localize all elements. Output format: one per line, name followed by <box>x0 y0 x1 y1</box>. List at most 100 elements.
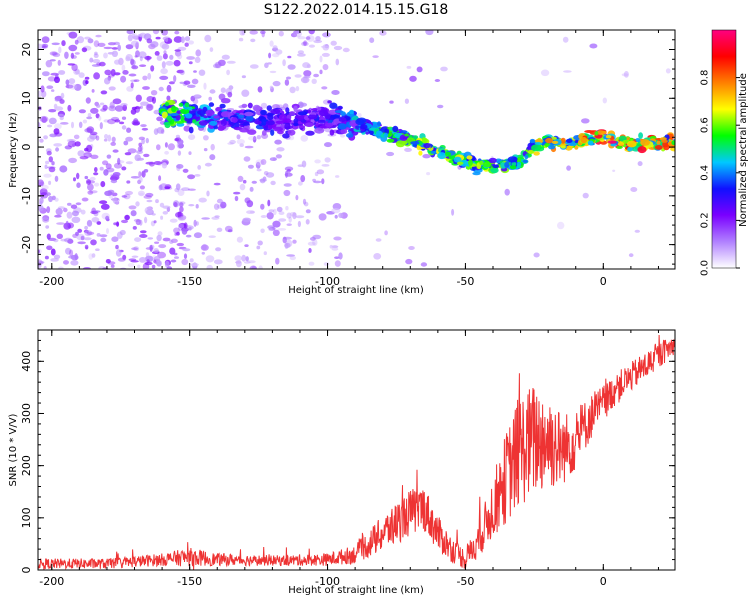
spectrogram-cell <box>176 69 184 74</box>
spectrogram-cell <box>114 105 124 112</box>
spectrogram-cell <box>246 210 255 215</box>
spectrogram-cell <box>308 261 315 266</box>
spectrogram-cell <box>84 230 92 237</box>
spectrogram-cell <box>285 206 289 211</box>
spectrogram-cell <box>504 188 510 196</box>
spectrogram-cell <box>404 98 409 104</box>
spectrogram-cell <box>268 209 275 213</box>
spectrogram-cell <box>287 55 292 59</box>
spectrogram-ridge-cell <box>359 124 368 130</box>
spectrogram-cell <box>51 51 59 56</box>
spectrogram-cell <box>139 234 148 238</box>
spectrogram-cell <box>159 30 167 33</box>
spectrogram-cell <box>104 69 112 76</box>
spectrogram-ridge-cell <box>640 139 650 146</box>
spectrogram-ridge-cell <box>412 135 419 140</box>
spectrogram-cell <box>335 175 340 178</box>
spectrogram-ridge-cell <box>522 159 528 163</box>
spectrogram-cell <box>141 138 146 145</box>
spectrogram-cell <box>134 154 141 162</box>
spectrogram-ridge-cell <box>239 127 250 133</box>
spectrogram-cell <box>113 162 123 169</box>
spectrogram-cell <box>334 256 340 260</box>
spectrogram-cell <box>405 258 413 265</box>
spectrogram-cell <box>177 216 186 222</box>
spectrogram-cell <box>323 262 330 266</box>
spectrogram-cell <box>131 32 136 39</box>
spectrogram-cell <box>128 73 137 77</box>
spectrogram-cell <box>143 153 150 158</box>
spectrogram-cell <box>158 244 167 249</box>
spectrogram-ridge-cell <box>282 118 292 123</box>
spectrogram-cell <box>130 79 138 83</box>
spectrogram-cell <box>105 163 112 170</box>
spectrogram-cell <box>434 79 441 82</box>
snr-x-tick-label: -100 <box>315 575 340 588</box>
spectrogram-cell <box>45 160 50 165</box>
spectrogram-cell <box>108 105 117 112</box>
spectrogram-ridge-cell <box>545 137 554 144</box>
spectrogram-cell <box>96 62 102 66</box>
spectrogram-cell <box>49 51 58 56</box>
snr-x-tick-label: -50 <box>456 575 474 588</box>
spectrogram-cell <box>156 234 162 242</box>
spectrogram-cell <box>206 264 213 269</box>
spectrogram-cell <box>48 195 53 203</box>
spectrogram-ridge-cell <box>637 146 647 154</box>
spectrogram-cell <box>252 136 257 143</box>
spectrogram-ridge-cell <box>219 125 227 130</box>
spectrogram-cell <box>71 216 81 223</box>
spectrogram-cell <box>308 30 315 35</box>
spectrogram-cell <box>122 104 127 112</box>
spectrogram-cell <box>91 89 95 93</box>
spectrogram-cell <box>194 56 201 64</box>
snr-y-tick-label: 100 <box>20 507 33 528</box>
spectrogram-ridge-cell <box>169 113 179 116</box>
spectrogram-cell <box>331 247 339 251</box>
spectrogram-cell <box>183 222 188 229</box>
spectrogram-cell <box>285 76 292 80</box>
spectrogram-ridge-cell <box>400 130 408 134</box>
spectrogram-cell <box>255 159 265 166</box>
spectrogram-cell <box>153 161 162 165</box>
spectrogram-cell <box>100 181 106 188</box>
spectrogram-ridge-cell <box>247 129 257 135</box>
spectrogram-cell <box>286 212 292 219</box>
spectrogram-ridge-cell <box>244 111 254 117</box>
spectrogram-ridge-cell <box>215 106 223 112</box>
spectrogram-ridge-cell <box>318 119 326 124</box>
spectrogram-cell <box>582 192 589 199</box>
spectrogram-ridge-cell <box>560 145 566 149</box>
spectrogram-cell <box>267 62 272 65</box>
spectrogram-cell <box>406 65 412 69</box>
spectrogram-cell <box>203 135 209 141</box>
spectrogram-ridge-cell <box>297 111 308 116</box>
spectrogram-ridge-cell <box>241 103 248 108</box>
spectrogram-cell <box>149 244 153 252</box>
spectrogram-cell <box>195 204 199 209</box>
spectrogram-cell <box>188 151 192 156</box>
spectrogram-cell <box>44 255 49 260</box>
spectrogram-cell <box>177 150 182 156</box>
spectrogram-cell <box>95 113 100 119</box>
spectrogram-y-tick-label: 10 <box>20 91 33 105</box>
spectrogram-ridge-cell <box>265 113 275 117</box>
spectrogram-cell <box>100 90 108 95</box>
spectrogram-cell <box>39 138 44 143</box>
spectrogram-cell <box>409 75 417 82</box>
spectrogram-cell <box>76 182 81 188</box>
spectrogram-cell <box>331 90 340 95</box>
spectrogram-cell <box>166 266 173 269</box>
spectrogram-cell <box>151 213 156 216</box>
spectrogram-cell <box>188 61 193 65</box>
spectrogram-cell <box>73 177 76 182</box>
spectrogram-cell <box>236 139 245 145</box>
spectrogram-ridge-cell <box>188 110 196 114</box>
spectrogram-cell <box>93 172 99 176</box>
spectrogram-cell <box>80 235 85 241</box>
spectrogram-cell <box>86 219 93 227</box>
spectrogram-cell <box>297 220 301 228</box>
spectrogram-cell <box>38 263 42 269</box>
spectrogram-cell <box>422 154 431 159</box>
spectrogram-cell <box>39 188 48 196</box>
